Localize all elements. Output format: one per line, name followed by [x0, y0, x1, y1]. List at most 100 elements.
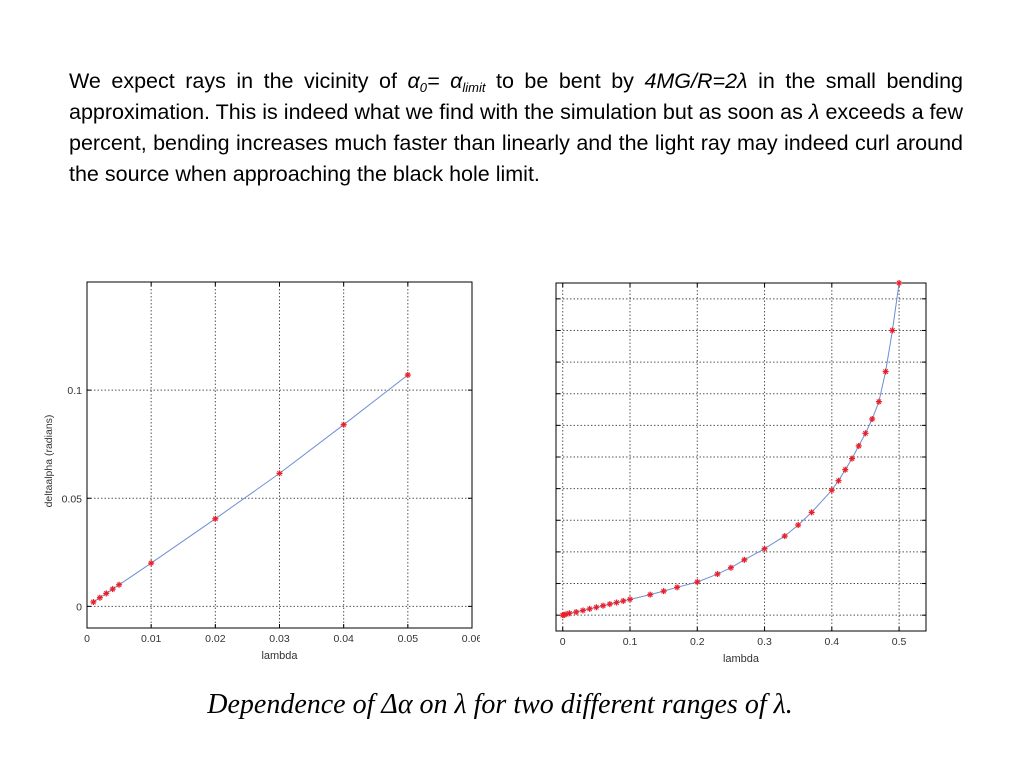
data-point-marker: [781, 533, 788, 540]
series-line: [93, 374, 409, 603]
data-point-marker: [795, 522, 802, 529]
data-point-marker: [404, 371, 411, 378]
marker-stroke: [856, 443, 862, 449]
marker-stroke: [627, 596, 633, 602]
marker-stroke: [600, 603, 606, 609]
right-chart-group: 0 0.1 0.2 0.3 0.4 0.5 lambda: [555, 280, 927, 665]
data-point-marker: [116, 581, 123, 588]
data-point-marker: [148, 560, 155, 567]
marker-stroke: [103, 590, 109, 596]
alpha-subscript-zero: 0: [419, 80, 427, 95]
paragraph-text-2: to be bent by: [485, 69, 645, 93]
marker-stroke: [97, 595, 103, 601]
data-point-marker: [620, 597, 627, 604]
marker-stroke: [620, 598, 626, 604]
paragraph-text-3: in the small bending approximation. This…: [69, 69, 964, 124]
marker-stroke: [276, 470, 283, 476]
marker-stroke: [835, 478, 842, 484]
x-tick-label: 0.02: [205, 633, 226, 645]
y-tick-label: 0.05: [62, 493, 83, 505]
marker-stroke: [876, 399, 882, 405]
data-point-marker: [566, 610, 573, 617]
data-point-marker: [855, 442, 862, 449]
marker-stroke: [782, 533, 788, 539]
x-tick-label: 0: [84, 633, 90, 645]
marker-stroke: [694, 579, 700, 585]
data-point-marker: [862, 430, 869, 437]
marker-stroke: [580, 607, 586, 613]
marker-stroke: [661, 588, 667, 594]
marker-stroke: [761, 546, 768, 552]
marker-stroke: [896, 280, 902, 286]
data-point-marker: [647, 591, 654, 598]
chart-large-lambda: 0 0.1 0.2 0.3 0.4 0.5 lambda: [555, 280, 927, 665]
equals-sign: =: [427, 69, 451, 93]
x-tick-label: 0: [560, 636, 566, 648]
y-axis-label: deltaalpha (radians): [43, 415, 55, 508]
x-tick-label: 0.05: [398, 633, 419, 645]
marker-stroke: [889, 327, 895, 334]
data-point-marker: [875, 398, 882, 405]
data-point-marker: [741, 556, 748, 563]
data-point-marker: [896, 280, 903, 286]
data-point-marker: [882, 368, 889, 375]
data-point-marker: [573, 609, 580, 616]
marker-stroke: [607, 601, 613, 607]
data-point-marker: [694, 578, 701, 585]
plot-frame: [555, 282, 927, 632]
chart-small-lambda: 0 0.01 0.02 0.03 0.04 0.05 0.06 0 0.05 0.1 lambda d…: [43, 281, 480, 662]
marker-stroke: [809, 509, 815, 515]
alpha-symbol: α: [407, 69, 420, 93]
data-point-marker: [727, 564, 734, 571]
x-tick-label: 0.03: [269, 633, 290, 645]
body-paragraph: We expect rays in the vicinity of α0= αl…: [69, 66, 963, 190]
left-chart-group: 0 0.01 0.02 0.03 0.04 0.05 0.06 0 0.05 0.1 lambda d…: [43, 281, 480, 662]
marker-stroke: [647, 592, 653, 598]
marker-stroke: [116, 582, 122, 588]
marker-stroke: [593, 604, 599, 610]
data-point-marker: [593, 604, 600, 611]
marker-stroke: [90, 599, 96, 605]
data-point-marker: [613, 599, 620, 606]
marker-stroke: [842, 467, 848, 473]
data-point-marker: [340, 421, 347, 428]
data-point-marker: [889, 327, 896, 334]
alpha-subscript-limit: limit: [462, 80, 486, 95]
marker-stroke: [573, 609, 579, 615]
data-point-marker: [103, 590, 110, 597]
data-point-marker: [276, 470, 283, 477]
figure-caption: Dependence of Δα on λ for two different …: [207, 689, 793, 720]
data-point-marker: [109, 586, 116, 593]
marker-stroke: [869, 416, 875, 422]
x-tick-label: 0.2: [690, 636, 705, 648]
data-point-marker: [586, 605, 593, 612]
marker-stroke: [714, 571, 721, 577]
marker-stroke: [829, 487, 835, 493]
x-axis-label: lambda: [723, 653, 760, 665]
lambda-symbol: λ: [808, 100, 820, 124]
paragraph-text-4: exceeds a few percent, bending increases…: [69, 100, 963, 186]
y-tick-label: 0.1: [67, 385, 82, 397]
x-tick-label: 0.01: [141, 633, 162, 645]
data-point-marker: [835, 477, 842, 484]
x-tick-label: 0.5: [892, 636, 907, 648]
data-point-marker: [96, 594, 103, 601]
data-point-marker: [674, 584, 681, 591]
data-point-marker: [849, 455, 855, 462]
data-point-marker: [714, 571, 721, 578]
data-point-marker: [600, 602, 607, 609]
marker-stroke: [795, 522, 801, 528]
marker-stroke: [674, 584, 680, 590]
x-tick-label: 0.06: [462, 633, 480, 645]
data-point-marker: [90, 599, 97, 606]
data-point-marker: [660, 588, 667, 595]
marker-stroke: [741, 557, 747, 563]
x-tick-label: 0.4: [825, 636, 840, 648]
data-point-marker: [828, 487, 835, 494]
marker-stroke: [566, 610, 573, 616]
y-tick-label: 0: [76, 601, 82, 613]
marker-stroke: [587, 606, 593, 612]
data-point-marker: [606, 601, 613, 608]
alpha-limit-symbol: α: [450, 69, 463, 93]
bending-formula: 4MG/R=2λ: [644, 69, 748, 93]
